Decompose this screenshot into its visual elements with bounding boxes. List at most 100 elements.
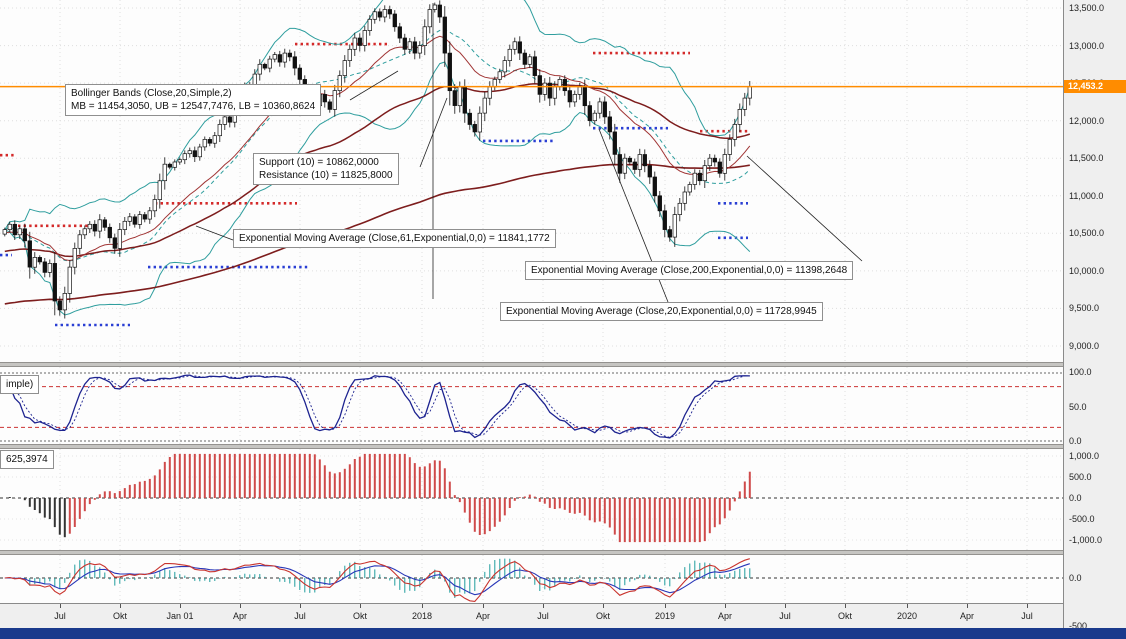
candle-body: [412, 41, 417, 54]
panel-divider[interactable]: [0, 444, 1063, 449]
candle-body: [157, 180, 162, 200]
time-tick-mark: [665, 604, 666, 608]
signal-slow-line: [4, 563, 750, 596]
candle-body: [512, 41, 517, 50]
candle-body: [182, 153, 187, 161]
candle-body: [682, 191, 687, 204]
ema200-label-box[interactable]: Exponential Moving Average (Close,200,Ex…: [525, 261, 854, 280]
candle-body: [117, 229, 122, 249]
candle-body: [7, 223, 12, 230]
price-tick-label: 13,500.0: [1069, 3, 1105, 13]
support-resistance-label-box[interactable]: Support (10) = 10862,0000 Resistance (10…: [253, 153, 399, 185]
candle-body: [397, 26, 402, 39]
candle-body: [72, 248, 77, 268]
ema20-label-box[interactable]: Exponential Moving Average (Close,20,Exp…: [500, 302, 823, 321]
candle-body: [297, 67, 302, 80]
ema61-label-box[interactable]: Exponential Moving Average (Close,61,Exp…: [233, 229, 556, 248]
time-tick-label: Okt: [352, 611, 368, 621]
time-tick-mark: [60, 604, 61, 608]
stoch-d-line: [4, 375, 750, 438]
candle-body: [92, 223, 97, 232]
bollinger-middle-line: [4, 29, 751, 262]
time-tick-label: Jul: [54, 611, 66, 621]
time-tick-mark: [907, 604, 908, 608]
histogram-panel-canvas[interactable]: [0, 449, 1063, 550]
signal-panel-canvas[interactable]: [0, 555, 1063, 603]
candle-body: [172, 161, 177, 168]
bollinger-label-box[interactable]: Bollinger Bands (Close,20,Simple,2) MB =…: [65, 84, 322, 116]
candle-body: [692, 172, 697, 185]
callout-leader-line: [195, 225, 234, 241]
time-tick-label: Apr: [717, 611, 733, 621]
candle-body: [712, 157, 717, 163]
candle-body: [432, 4, 437, 10]
candle-body: [122, 220, 127, 230]
candle-body: [737, 109, 742, 125]
time-tick-mark: [725, 604, 726, 608]
candle-body: [332, 90, 337, 110]
candle-body: [642, 154, 647, 167]
last-price-badge: 12,453.2: [1064, 80, 1126, 93]
candle-body: [687, 184, 692, 193]
callout-leader-line: [746, 155, 863, 262]
panel-divider[interactable]: [0, 362, 1063, 367]
candle-body: [417, 45, 422, 54]
time-tick-label: Jan 01: [166, 611, 194, 621]
candle-body: [742, 97, 747, 110]
candle-body: [462, 86, 467, 114]
oscillator-panel-canvas[interactable]: [0, 367, 1063, 444]
candle-body: [382, 9, 387, 18]
candle-body: [57, 300, 62, 311]
candle-body: [472, 124, 477, 133]
time-tick-mark: [360, 604, 361, 608]
candle-body: [547, 82, 552, 99]
candle-body: [197, 146, 202, 158]
time-tick-label: Okt: [837, 611, 853, 621]
candle-body: [52, 263, 57, 302]
panel-divider[interactable]: [0, 550, 1063, 555]
oscillator-label-box-clipped[interactable]: imple): [0, 375, 40, 394]
candle-body: [192, 150, 197, 158]
price-tick-label: 0.0: [1069, 436, 1082, 446]
time-tick-mark: [120, 604, 121, 608]
bollinger-label-line2: MB = 11454,3050, UB = 12547,7476, LB = 1…: [71, 101, 316, 112]
candle-body: [567, 90, 572, 103]
candle-body: [212, 135, 217, 144]
candle-body: [82, 228, 87, 236]
candle-body: [202, 139, 207, 148]
candle-body: [387, 9, 392, 15]
signal-fast-line: [4, 558, 750, 602]
price-tick-label: 11,500.0: [1069, 153, 1104, 163]
price-axis[interactable]: 12,453.2 13,500.013,000.012,500.012,000.…: [1063, 0, 1126, 631]
bollinger-label-line1: Bollinger Bands (Close,20,Simple,2): [71, 88, 232, 99]
candle-body: [402, 37, 407, 50]
candle-body: [292, 56, 297, 69]
candle-body: [452, 90, 457, 106]
candle-body: [637, 154, 642, 170]
time-axis[interactable]: Jul Okt Jan 01 Apr Jul Okt 2018 Apr Jul Okt 2019 Ap…: [0, 603, 1063, 628]
candle-body: [322, 94, 327, 103]
time-tick-mark: [180, 604, 181, 608]
candle-body: [597, 101, 602, 114]
candle-body: [372, 11, 377, 20]
candle-body: [447, 52, 452, 92]
candle-body: [337, 75, 342, 91]
candle-body: [617, 154, 622, 174]
main-price-chart-canvas[interactable]: [0, 0, 1063, 362]
candle-body: [577, 86, 582, 95]
candle-body: [87, 223, 92, 230]
candle-body: [427, 9, 432, 28]
candle-body: [47, 263, 52, 273]
ema61-line: [4, 83, 751, 258]
candle-body: [392, 13, 397, 28]
price-tick-label: 0.0: [1069, 493, 1082, 503]
candle-body: [287, 52, 292, 58]
histogram-label-box-clipped[interactable]: 625,3974: [0, 450, 54, 469]
candle-body: [627, 157, 632, 163]
candle-body: [277, 54, 282, 63]
candle-body: [422, 26, 427, 46]
price-tick-label: 9,500.0: [1069, 303, 1100, 313]
candle-body: [522, 52, 527, 65]
candle-body: [227, 116, 232, 123]
candle-body: [27, 240, 32, 268]
